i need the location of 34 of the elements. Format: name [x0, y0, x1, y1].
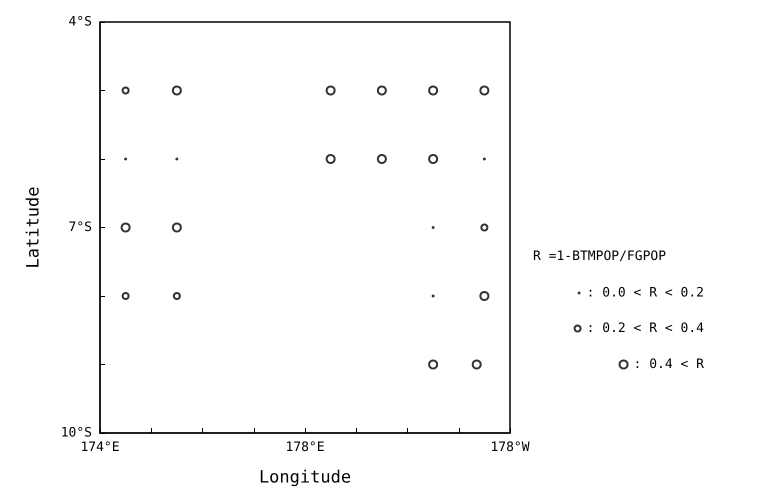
point	[172, 292, 181, 300]
point	[326, 154, 336, 164]
point	[479, 291, 490, 301]
y-tick-label: 4°S	[68, 14, 92, 30]
legend-label: : 0.0 < R < 0.2	[586, 286, 704, 300]
point	[428, 154, 438, 164]
point	[472, 360, 482, 370]
legend-title: R =1-BTMPOP/FGPOP	[533, 249, 666, 264]
point	[122, 292, 130, 300]
legend-label: : 0.4 < R	[634, 357, 704, 372]
x-tick-label: 178°W	[490, 440, 530, 455]
point	[172, 222, 182, 232]
y-tick-label: 10°S	[60, 426, 92, 440]
point	[480, 224, 488, 232]
y-tick-label: 7°S	[68, 220, 92, 235]
point	[175, 158, 178, 160]
point	[120, 222, 131, 232]
point	[479, 86, 490, 96]
x-tick-label: 178°E	[285, 440, 325, 455]
point	[124, 158, 128, 160]
point	[376, 154, 387, 164]
point	[482, 158, 486, 160]
point	[326, 86, 336, 96]
point	[122, 86, 130, 94]
x-axis-title: Longitude	[258, 468, 352, 488]
legend-label: : 0.2 < R < 0.4	[586, 321, 704, 336]
point	[172, 86, 182, 96]
x-tick-label: 174°E	[80, 440, 120, 455]
point	[432, 226, 435, 229]
point	[428, 86, 438, 96]
y-axis-title: Latitude	[24, 186, 44, 268]
point	[432, 294, 435, 298]
point	[428, 360, 438, 370]
point	[376, 86, 387, 96]
